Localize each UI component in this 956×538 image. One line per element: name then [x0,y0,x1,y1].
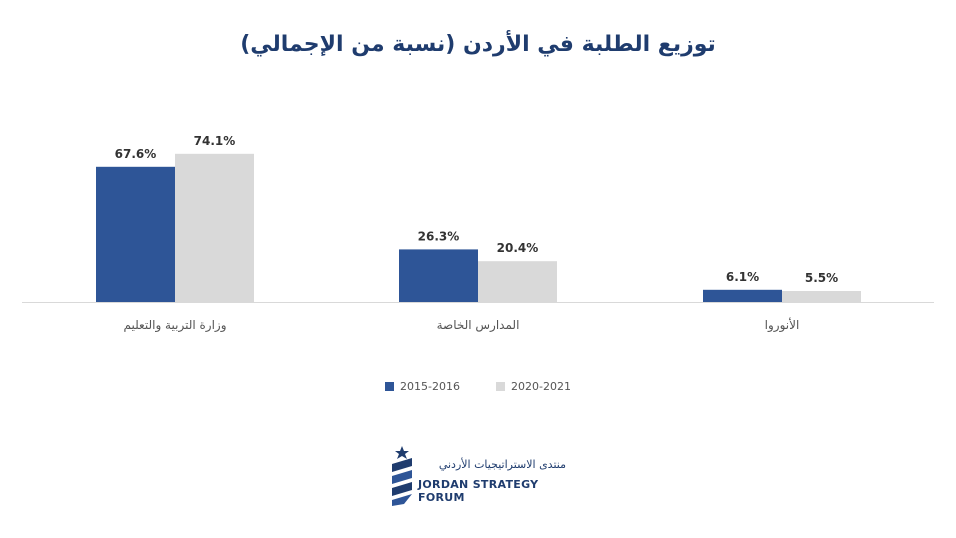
data-label-2-1: 74.1% [194,134,236,148]
bar-1-2 [399,249,478,302]
data-label-1-3: 6.1% [726,270,759,284]
bar-1-1 [96,166,175,302]
legend-label-series-1: 2015-2016 [400,380,460,393]
category-label-3: الأنوروا [765,317,800,333]
legend-item-series-1: 2015-2016 [385,380,460,393]
data-label-1-1: 67.6% [115,147,157,161]
legend-label-series-2: 2020-2021 [511,380,571,393]
chart-legend: 2015-2016 2020-2021 [0,380,956,393]
data-label-2-2: 20.4% [497,241,539,255]
jsf-logo-icon [392,446,412,506]
data-label-1-2: 26.3% [418,229,460,243]
bar-1-3 [703,289,782,302]
data-label-2-3: 5.5% [805,271,838,285]
legend-swatch-series-2 [496,382,505,391]
logo-english-name: JORDAN STRATEGY FORUM [418,478,539,504]
logo-arabic-name: منتدى الاستراتيجيات الأردني [438,458,566,471]
bar-2-2 [478,261,557,302]
legend-swatch-series-1 [385,382,395,391]
chart-title: توزيع الطلبة في الأردن (نسبة من الإجمالي… [240,32,716,57]
bar-2-3 [782,291,861,302]
category-label-1: وزارة التربية والتعليم [123,318,226,333]
legend-item-series-2: 2020-2021 [496,380,571,393]
category-label-2: المدارس الخاصة [437,318,520,333]
bar-2-1 [175,153,254,302]
jsf-logo: منتدى الاستراتيجيات الأردني JORDAN STRAT… [388,444,578,508]
